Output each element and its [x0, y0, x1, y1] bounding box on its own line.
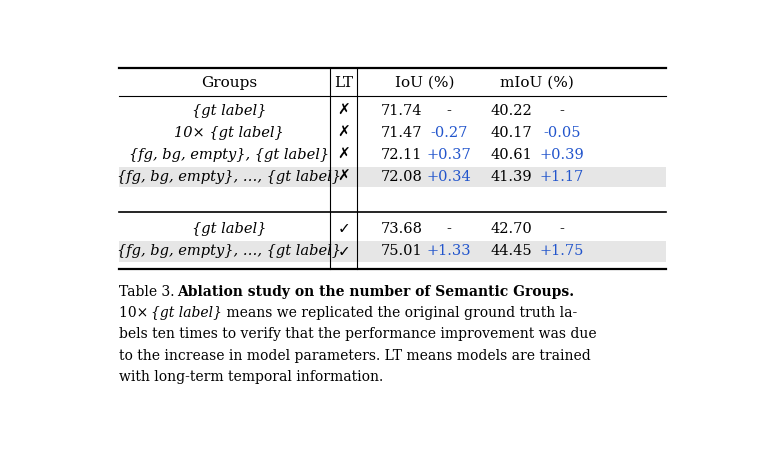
Text: Table 3.: Table 3.: [119, 284, 175, 299]
Text: 40.17: 40.17: [490, 126, 532, 140]
Text: +0.34: +0.34: [427, 170, 471, 184]
Text: IoU (%): IoU (%): [395, 76, 455, 90]
Text: 10× {gt label}: 10× {gt label}: [175, 126, 284, 140]
Text: ✓: ✓: [337, 244, 350, 259]
Text: 42.70: 42.70: [490, 222, 532, 236]
Text: -: -: [447, 222, 451, 236]
Text: 72.11: 72.11: [381, 148, 422, 162]
Text: -0.27: -0.27: [430, 126, 468, 140]
Text: means we replicated the original ground truth la-: means we replicated the original ground …: [222, 305, 578, 319]
Text: ✗: ✗: [337, 147, 350, 162]
Text: -: -: [559, 222, 565, 236]
Text: Ablation study on the number of Semantic Groups.: Ablation study on the number of Semantic…: [177, 284, 574, 299]
Text: -: -: [559, 104, 565, 118]
Text: 71.74: 71.74: [381, 104, 422, 118]
Text: to the increase in model parameters. LT means models are trained: to the increase in model parameters. LT …: [119, 349, 591, 363]
Text: Groups: Groups: [201, 76, 257, 90]
Text: ✗: ✗: [337, 103, 350, 118]
Text: {fg, bg, empty}, …, {gt label}: {fg, bg, empty}, …, {gt label}: [117, 170, 342, 184]
Text: ✓: ✓: [337, 221, 350, 236]
Text: -0.05: -0.05: [543, 126, 581, 140]
Text: 72.08: 72.08: [381, 170, 422, 184]
Text: +0.39: +0.39: [539, 148, 584, 162]
Text: +1.33: +1.33: [427, 244, 471, 258]
FancyBboxPatch shape: [119, 167, 666, 187]
Text: +0.37: +0.37: [427, 148, 471, 162]
Text: 10×: 10×: [119, 305, 152, 319]
Text: LT: LT: [334, 76, 353, 90]
Text: {gt label}: {gt label}: [192, 104, 267, 118]
Text: mIoU (%): mIoU (%): [499, 76, 574, 90]
Text: {gt label}: {gt label}: [192, 222, 267, 236]
Text: 41.39: 41.39: [490, 170, 532, 184]
Text: 75.01: 75.01: [381, 244, 422, 258]
Text: +1.75: +1.75: [539, 244, 584, 258]
Text: {fg, bg, empty}, {gt label}: {fg, bg, empty}, {gt label}: [129, 148, 329, 162]
Text: 73.68: 73.68: [381, 222, 423, 236]
Text: {fg, bg, empty}, …, {gt label}: {fg, bg, empty}, …, {gt label}: [117, 244, 342, 258]
Text: 40.22: 40.22: [490, 104, 532, 118]
Text: with long-term temporal information.: with long-term temporal information.: [119, 371, 384, 385]
Text: 44.45: 44.45: [490, 244, 532, 258]
FancyBboxPatch shape: [119, 241, 666, 261]
Text: ✗: ✗: [337, 125, 350, 140]
Text: {gt label}: {gt label}: [152, 305, 222, 319]
Text: +1.17: +1.17: [539, 170, 584, 184]
Text: 71.47: 71.47: [381, 126, 422, 140]
Text: -: -: [447, 104, 451, 118]
Text: bels ten times to verify that the performance improvement was due: bels ten times to verify that the perfor…: [119, 327, 597, 341]
Text: 40.61: 40.61: [490, 148, 532, 162]
Text: ✗: ✗: [337, 169, 350, 184]
